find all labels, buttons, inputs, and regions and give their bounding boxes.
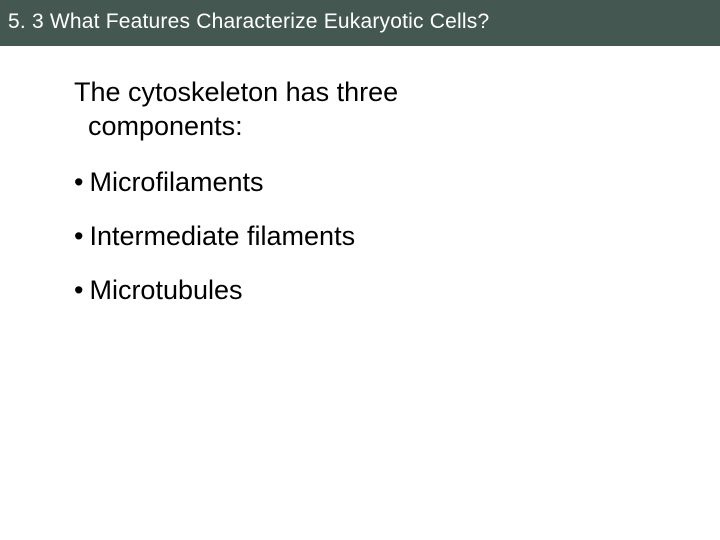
bullet-label: Microtubules: [89, 275, 242, 305]
intro-line-2: components:: [74, 111, 243, 141]
slide-header-title: 5. 3 What Features Characterize Eukaryot…: [8, 10, 712, 34]
bullet-label: Microfilaments: [89, 167, 263, 197]
intro-text: The cytoskeleton has three components:: [74, 76, 594, 144]
bullet-marker-icon: •: [74, 220, 83, 252]
bullet-marker-icon: •: [74, 274, 83, 306]
list-item: •Microtubules: [74, 274, 720, 306]
slide-content: The cytoskeleton has three components: •…: [0, 46, 720, 307]
bullet-marker-icon: •: [74, 166, 83, 198]
slide-header: 5. 3 What Features Characterize Eukaryot…: [0, 0, 720, 46]
bullet-list: •Microfilaments •Intermediate filaments …: [74, 166, 720, 307]
list-item: •Microfilaments: [74, 166, 720, 198]
intro-line-1: The cytoskeleton has three: [74, 77, 398, 107]
list-item: •Intermediate filaments: [74, 220, 720, 252]
bullet-label: Intermediate filaments: [89, 221, 355, 251]
